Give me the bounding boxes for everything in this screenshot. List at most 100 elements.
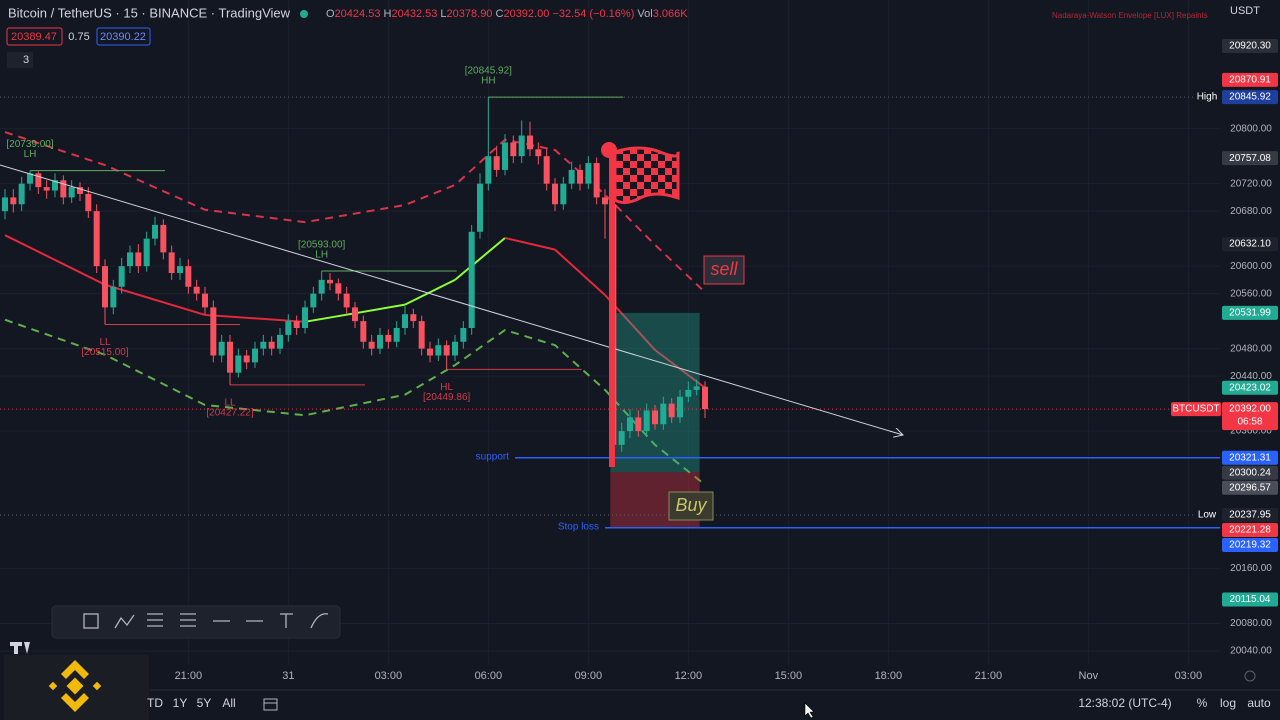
- scale-button[interactable]: auto: [1247, 696, 1271, 710]
- candle-body: [543, 156, 550, 184]
- price-label-box: [1222, 38, 1278, 53]
- indicator-count[interactable]: 3: [23, 54, 29, 66]
- countdown: 06:58: [1237, 417, 1262, 428]
- y-tick-label: 20480.00: [1230, 343, 1272, 354]
- levels-tool[interactable]: [180, 613, 196, 627]
- text-tool[interactable]: [280, 613, 293, 628]
- drawing-toolbar: [51, 605, 341, 639]
- candle-body: [652, 410, 658, 425]
- side-label-box: [1171, 402, 1221, 417]
- candle-body: [393, 327, 400, 342]
- side-label: BTCUSDT: [1172, 404, 1219, 415]
- candle-body: [210, 307, 217, 356]
- candle-body: [310, 293, 317, 308]
- price-label-box: [1222, 305, 1278, 320]
- envelope-middle: [504, 236, 556, 251]
- range-button[interactable]: TD: [147, 696, 163, 710]
- price-label-box: [1222, 522, 1278, 537]
- structure-tag: LH: [24, 149, 37, 160]
- buy-box: [668, 491, 714, 521]
- candle-body: [585, 163, 592, 184]
- structure-price: [20593.00]: [298, 240, 345, 251]
- currency[interactable]: USDT: [1230, 5, 1260, 17]
- y-tick-label: 20600.00: [1230, 261, 1272, 272]
- bid[interactable]: 20389.47: [11, 31, 57, 43]
- settings-icon[interactable]: [1244, 670, 1256, 682]
- price-label-box: [1222, 480, 1278, 495]
- candle-body: [485, 156, 492, 184]
- exchange-logo: [4, 655, 149, 720]
- candle-body: [135, 252, 142, 267]
- candle-body: [160, 224, 167, 253]
- envelope-middle: [404, 278, 456, 306]
- y-tick-label: 20040.00: [1230, 646, 1272, 657]
- candle-body: [293, 321, 300, 328]
- x-tick-label: 21:00: [175, 670, 203, 682]
- structure-tag: HL: [440, 382, 453, 393]
- fib-tool[interactable]: [147, 613, 163, 627]
- x-tick-label: 06:00: [475, 670, 503, 682]
- ohlc-line: O20424.53 H20432.53 L20378.90 C20392.00 …: [326, 8, 688, 20]
- x-tick-label: 12:00: [675, 670, 703, 682]
- range-button[interactable]: All: [222, 696, 235, 710]
- bid-box[interactable]: [6, 27, 63, 46]
- candle-body: [560, 183, 567, 205]
- ohlc-key: L: [440, 8, 446, 20]
- candle-body: [527, 135, 533, 150]
- candle-body: [43, 187, 50, 191]
- candle-body: [385, 334, 392, 342]
- envelope-middle: [4, 234, 106, 286]
- candle-body: [60, 180, 67, 198]
- change: −32.54 (−0.16%): [552, 8, 634, 20]
- x-tick-label: 31: [282, 670, 294, 682]
- candle-body: [335, 283, 342, 294]
- candle-body: [352, 307, 358, 322]
- price-label: 20237.95: [1229, 510, 1271, 521]
- y-tick-label: 20560.00: [1230, 288, 1272, 299]
- candle-body: [18, 183, 25, 205]
- candle-body: [368, 341, 375, 349]
- tv-logo: [10, 642, 30, 654]
- price-label: 20423.02: [1229, 382, 1271, 393]
- range-button[interactable]: 5Y: [197, 696, 212, 710]
- side-label-box: [1193, 90, 1221, 105]
- rect-tool[interactable]: [83, 613, 99, 629]
- footer: TD 1Y 5Y All 12:38:02 (UTC-4)% log auto: [147, 696, 1271, 710]
- price-label: 20870.91: [1229, 75, 1271, 86]
- path-tool[interactable]: [114, 614, 135, 629]
- x-tick-label: 03:00: [375, 670, 403, 682]
- candle-body: [185, 266, 192, 287]
- scale-button[interactable]: %: [1197, 696, 1208, 710]
- price-label-box: [1222, 537, 1278, 552]
- candle-body: [85, 193, 92, 212]
- clock: 12:38:02 (UTC-4): [1078, 696, 1171, 710]
- candle-body: [168, 252, 175, 274]
- date-range-icon[interactable]: [263, 698, 278, 711]
- candle-body: [593, 163, 600, 198]
- y-tick-label: 20440.00: [1230, 371, 1272, 382]
- ohlc-value: 20392.00: [503, 8, 549, 20]
- indicator-name: Nadaraya-Watson Envelope [LUX] Repaints: [1052, 11, 1208, 20]
- price-label: 20221.28: [1229, 525, 1271, 536]
- candle-body: [643, 410, 650, 432]
- structure-price: [20845.92]: [465, 66, 512, 77]
- structure-price: [20449.86]: [423, 392, 470, 403]
- candle-body: [243, 355, 250, 363]
- flag-icon: [601, 142, 680, 467]
- candle-body: [343, 293, 350, 308]
- candle-body: [702, 386, 708, 410]
- candle-body: [402, 314, 408, 328]
- indicator-toggle[interactable]: [7, 52, 33, 68]
- mouse-cursor: [804, 702, 815, 719]
- candle-body: [577, 169, 583, 184]
- range-button[interactable]: 1Y: [173, 696, 188, 710]
- structure-tag: LL: [99, 337, 111, 348]
- scale-button[interactable]: log: [1220, 696, 1236, 710]
- brush-tool[interactable]: [310, 613, 329, 629]
- buy-label: Buy: [675, 495, 707, 515]
- ask[interactable]: 20390.22: [100, 31, 146, 43]
- ask-box[interactable]: [96, 27, 151, 46]
- price-label-box: [1222, 151, 1278, 166]
- candle-body: [102, 266, 108, 308]
